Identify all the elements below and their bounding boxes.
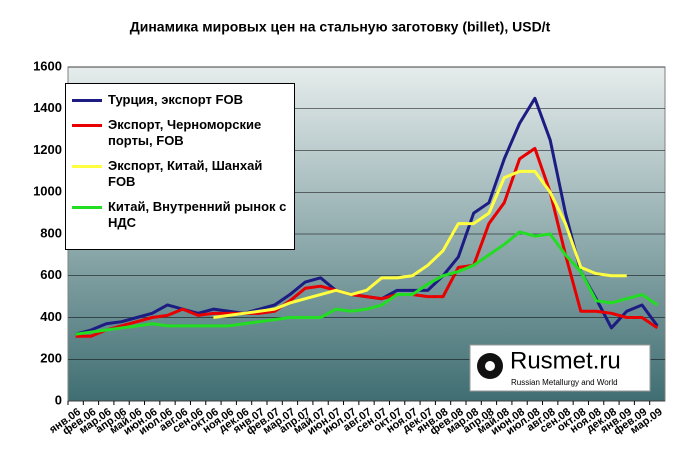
legend-swatch [72,99,102,102]
series-line [213,169,627,319]
y-tick-label: 800 [40,225,62,240]
legend-label: Китай, Внутренний рынок с НДС [108,199,287,230]
legend-swatch [72,206,102,209]
legend-entry: Экспорт, Китай, Шанхай FOB [72,158,288,190]
series-line [75,146,659,338]
y-tick-label: 1000 [33,184,62,199]
logo: Rusmet.ru Russian Metallurgy and World [469,344,651,392]
chart-title: Динамика мировых цен на стальную заготов… [130,19,551,35]
legend-swatch [72,124,102,127]
y-tick-label: 1200 [33,142,62,157]
legend-label: Экспорт, Черноморские порты, FOB [108,117,262,148]
logo-title: Rusmet.ru [510,347,621,374]
legend: Турция, экспорт FOB Экспорт, Черноморские… [65,83,295,250]
series-line [75,230,659,336]
legend-label: Экспорт, Китай, Шанхай FOB [108,158,263,189]
y-tick-label: 1600 [33,58,62,73]
y-tick-label: 0 [55,392,62,407]
logo-icon [485,361,495,371]
y-tick-label: 1400 [33,100,62,115]
y-tick-label: 400 [40,309,62,324]
legend-swatch [72,165,102,168]
legend-label: Турция, экспорт FOB [108,92,243,107]
legend-entry: Турция, экспорт FOB [72,92,288,108]
y-tick-label: 600 [40,267,62,282]
y-tick-label: 200 [40,351,62,366]
legend-entry: Экспорт, Черноморские порты, FOB [72,117,288,149]
logo-subtitle: Russian Metallurgy and World [511,378,618,387]
legend-entry: Китай, Внутренний рынок с НДС [72,199,288,231]
